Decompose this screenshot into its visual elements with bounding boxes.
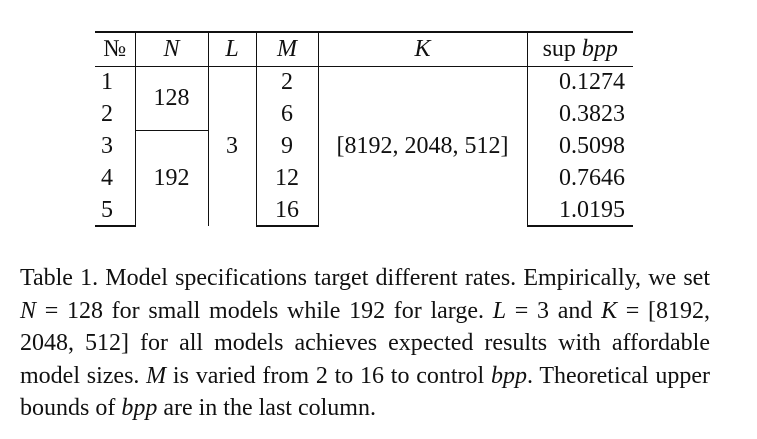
caption-text: . Theoretical upper bounds of <box>20 362 710 422</box>
row-number: 1 <box>95 65 136 98</box>
table-row: 1 128 3 2 [8192, 2048, 512] 0.1274 <box>95 65 633 226</box>
caption-math: bpp <box>490 362 527 389</box>
caption-math: K <box>601 297 618 324</box>
row-number: 2 <box>95 98 136 130</box>
table-row: 4 12 0.7646 <box>95 162 633 194</box>
header-m: M <box>256 31 319 67</box>
caption-math: bpp <box>121 395 158 421</box>
n-value-small: 128 <box>135 65 209 130</box>
caption-math: N <box>20 297 37 324</box>
table-row: 5 16 1.0195 <box>95 194 633 227</box>
caption-text: Table 1. Model specifications target dif… <box>20 265 710 291</box>
caption-math: M <box>146 362 167 389</box>
m-value: 16 <box>256 194 319 227</box>
k-value: [8192, 2048, 512] <box>318 65 528 226</box>
m-value: 9 <box>256 130 319 162</box>
caption-text: is varied from 2 to 16 to control <box>166 362 491 389</box>
header-bpp: sup bpp <box>527 31 633 67</box>
row-number: 4 <box>95 162 136 194</box>
bpp-value: 1.0195 <box>527 194 633 227</box>
bpp-value: 0.1274 <box>527 65 633 98</box>
caption-text: = 128 for small models while 192 for lar… <box>36 297 493 324</box>
caption-math: L <box>492 297 507 324</box>
caption-text: = 3 and <box>506 297 602 324</box>
row-number: 5 <box>95 194 136 227</box>
caption-text: = [8192, 2048, 512] for all models achie… <box>20 297 711 389</box>
table-row: 2 6 0.3823 <box>95 98 633 130</box>
header-l: L <box>208 31 257 67</box>
table-caption: Table 1. Model specifications target dif… <box>20 262 710 425</box>
l-value: 3 <box>208 65 257 226</box>
header-no: № <box>95 31 136 67</box>
m-value: 6 <box>256 98 319 130</box>
caption-text: are in the last column. <box>157 395 376 421</box>
bpp-value: 0.7646 <box>559 165 625 191</box>
m-value: 12 <box>256 162 319 194</box>
header-k: K <box>318 31 528 67</box>
table-header-row: № N L M K sup bpp <box>95 31 633 67</box>
bpp-value: 0.5098 <box>559 133 625 159</box>
bpp-value: 0.3823 <box>559 101 625 127</box>
table-row: 3 192 9 0.5098 <box>95 129 633 226</box>
n-value-large: 192 <box>135 129 209 226</box>
header-n: N <box>135 31 209 67</box>
row-number: 3 <box>95 130 136 162</box>
header-bpp-prefix: sup <box>542 36 582 63</box>
m-value: 2 <box>256 65 319 98</box>
model-spec-table: № N L M K sup bpp 1 128 3 2 [8192, 2048,… <box>95 31 633 227</box>
header-bpp-var: bpp <box>581 36 618 63</box>
